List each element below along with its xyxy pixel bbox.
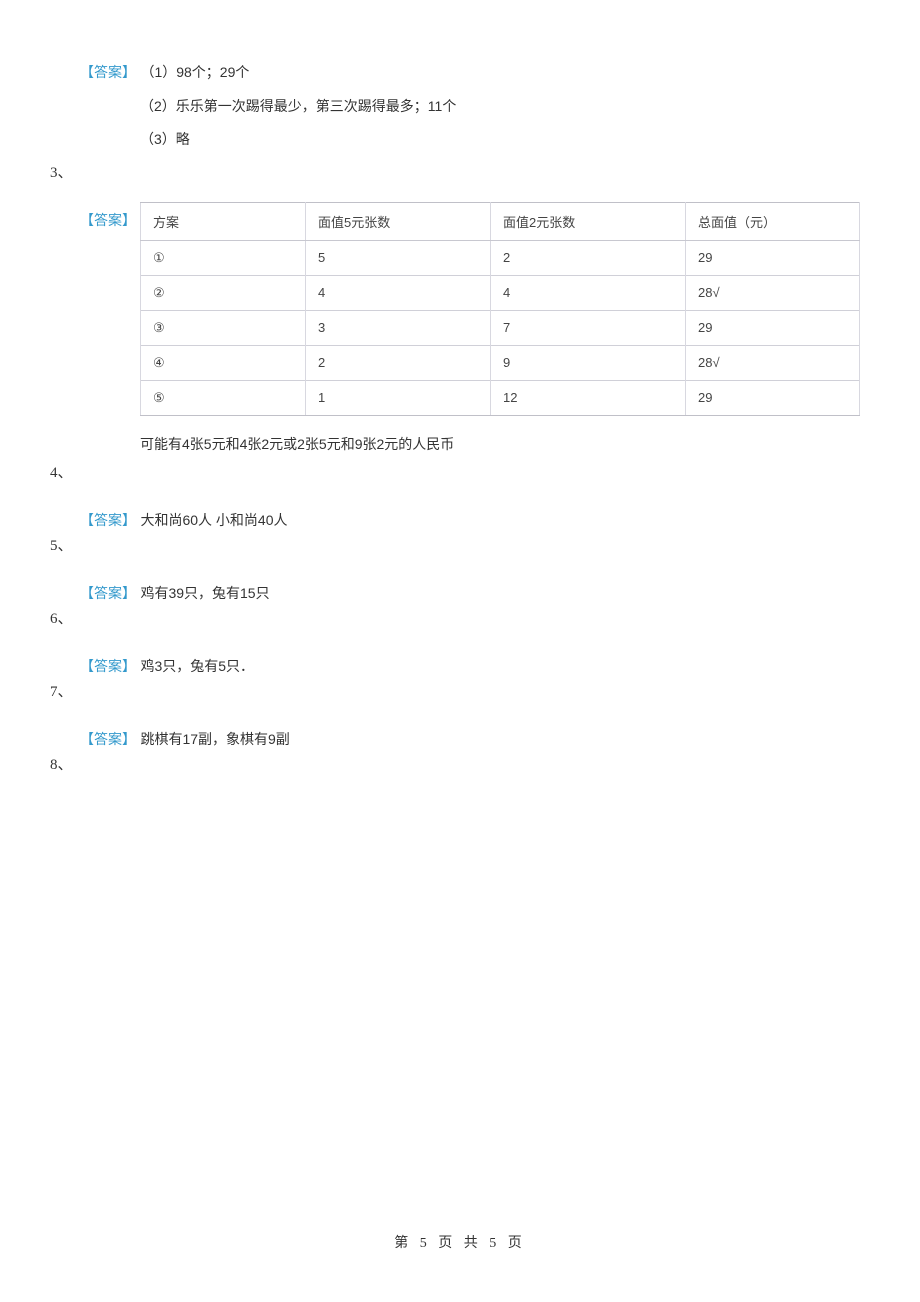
- table-header: 面值2元张数: [491, 202, 686, 240]
- table-cell: 9: [491, 345, 686, 380]
- answer-text: （3）略: [140, 131, 190, 147]
- table-cell: 7: [491, 310, 686, 345]
- answer-text: 鸡有39只，兔有15只: [140, 585, 269, 601]
- table-row: ③ 3 7 29: [141, 310, 860, 345]
- question-number-7: 7、: [50, 680, 845, 701]
- table-row: ④ 2 9 28√: [141, 345, 860, 380]
- answer-label: 【答案】: [80, 731, 136, 747]
- question-number-3: 3、: [50, 161, 845, 182]
- table-cell: 5: [306, 240, 491, 275]
- question-number-8: 8、: [50, 753, 845, 774]
- table-cell: ⑤: [141, 380, 306, 415]
- table-note: 可能有4张5元和4张2元或2张5元和9张2元的人民币: [140, 434, 845, 454]
- question-number-5: 5、: [50, 534, 845, 555]
- answer-text: 跳棋有17副，象棋有9副: [140, 731, 289, 747]
- table-header-row: 方案 面值5元张数 面值2元张数 总面值（元）: [141, 202, 860, 240]
- answer-label: 【答案】: [80, 210, 136, 230]
- answer-block-2: 【答案】 （1）98个；29个 （2）乐乐第一次踢得最少，第三次踢得最多；11个…: [80, 60, 845, 153]
- table-header: 方案: [141, 202, 306, 240]
- table-cell: 29: [686, 380, 860, 415]
- table-cell: 28√: [686, 345, 860, 380]
- table-cell: 1: [306, 380, 491, 415]
- answer-block-6: 【答案】 鸡3只，兔有5只．: [80, 656, 845, 676]
- table-cell: 29: [686, 240, 860, 275]
- table-cell: ①: [141, 240, 306, 275]
- table-cell: ③: [141, 310, 306, 345]
- answer-label: 【答案】: [80, 585, 136, 601]
- table-cell: 2: [491, 240, 686, 275]
- answer-block-7: 【答案】 跳棋有17副，象棋有9副: [80, 729, 845, 749]
- table-row: ⑤ 1 12 29: [141, 380, 860, 415]
- answer-table: 方案 面值5元张数 面值2元张数 总面值（元） ① 5 2 29 ② 4 4 2…: [140, 202, 860, 416]
- table-cell: 3: [306, 310, 491, 345]
- table-header: 总面值（元）: [686, 202, 860, 240]
- answer-block-3: 【答案】 方案 面值5元张数 面值2元张数 总面值（元） ① 5 2 29 ② …: [50, 202, 845, 454]
- answer-label: 【答案】: [80, 658, 136, 674]
- table-row: ① 5 2 29: [141, 240, 860, 275]
- table-cell: ④: [141, 345, 306, 380]
- page-footer: 第 5 页 共 5 页: [0, 1232, 920, 1252]
- question-number-6: 6、: [50, 607, 845, 628]
- table-cell: 2: [306, 345, 491, 380]
- table-cell: 4: [306, 275, 491, 310]
- table-cell: 28√: [686, 275, 860, 310]
- table-cell: 4: [491, 275, 686, 310]
- answer-text: （1）98个；29个: [140, 64, 249, 80]
- table-cell: 12: [491, 380, 686, 415]
- answer-text: 大和尚60人 小和尚40人: [140, 512, 287, 528]
- table-header: 面值5元张数: [306, 202, 491, 240]
- table-cell: 29: [686, 310, 860, 345]
- answer-text: 鸡3只，兔有5只．: [140, 658, 254, 674]
- table-row: ② 4 4 28√: [141, 275, 860, 310]
- question-number-4: 4、: [50, 461, 845, 482]
- table-cell: ②: [141, 275, 306, 310]
- answer-text: （2）乐乐第一次踢得最少，第三次踢得最多；11个: [140, 98, 456, 114]
- answer-label: 【答案】: [80, 512, 136, 528]
- answer-block-5: 【答案】 鸡有39只，兔有15只: [80, 583, 845, 603]
- answer-block-4: 【答案】 大和尚60人 小和尚40人: [80, 510, 845, 530]
- answer-label: 【答案】: [80, 64, 136, 80]
